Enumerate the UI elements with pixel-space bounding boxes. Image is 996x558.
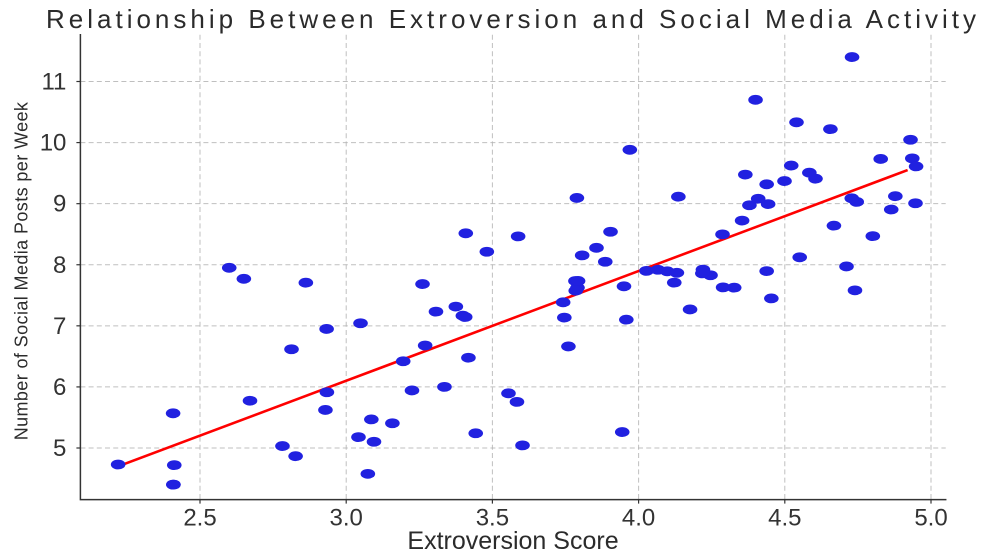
svg-text:4.5: 4.5 — [768, 505, 801, 532]
svg-text:10: 10 — [40, 130, 67, 157]
svg-text:8: 8 — [53, 252, 66, 279]
svg-text:5.0: 5.0 — [914, 505, 947, 532]
svg-text:6: 6 — [53, 374, 66, 401]
svg-text:3.0: 3.0 — [330, 505, 363, 532]
svg-text:4.0: 4.0 — [622, 505, 655, 532]
svg-text:9: 9 — [53, 191, 66, 218]
svg-text:5: 5 — [53, 435, 66, 462]
svg-text:2.5: 2.5 — [183, 505, 216, 532]
svg-text:11: 11 — [41, 69, 66, 96]
svg-text:7: 7 — [53, 313, 66, 340]
